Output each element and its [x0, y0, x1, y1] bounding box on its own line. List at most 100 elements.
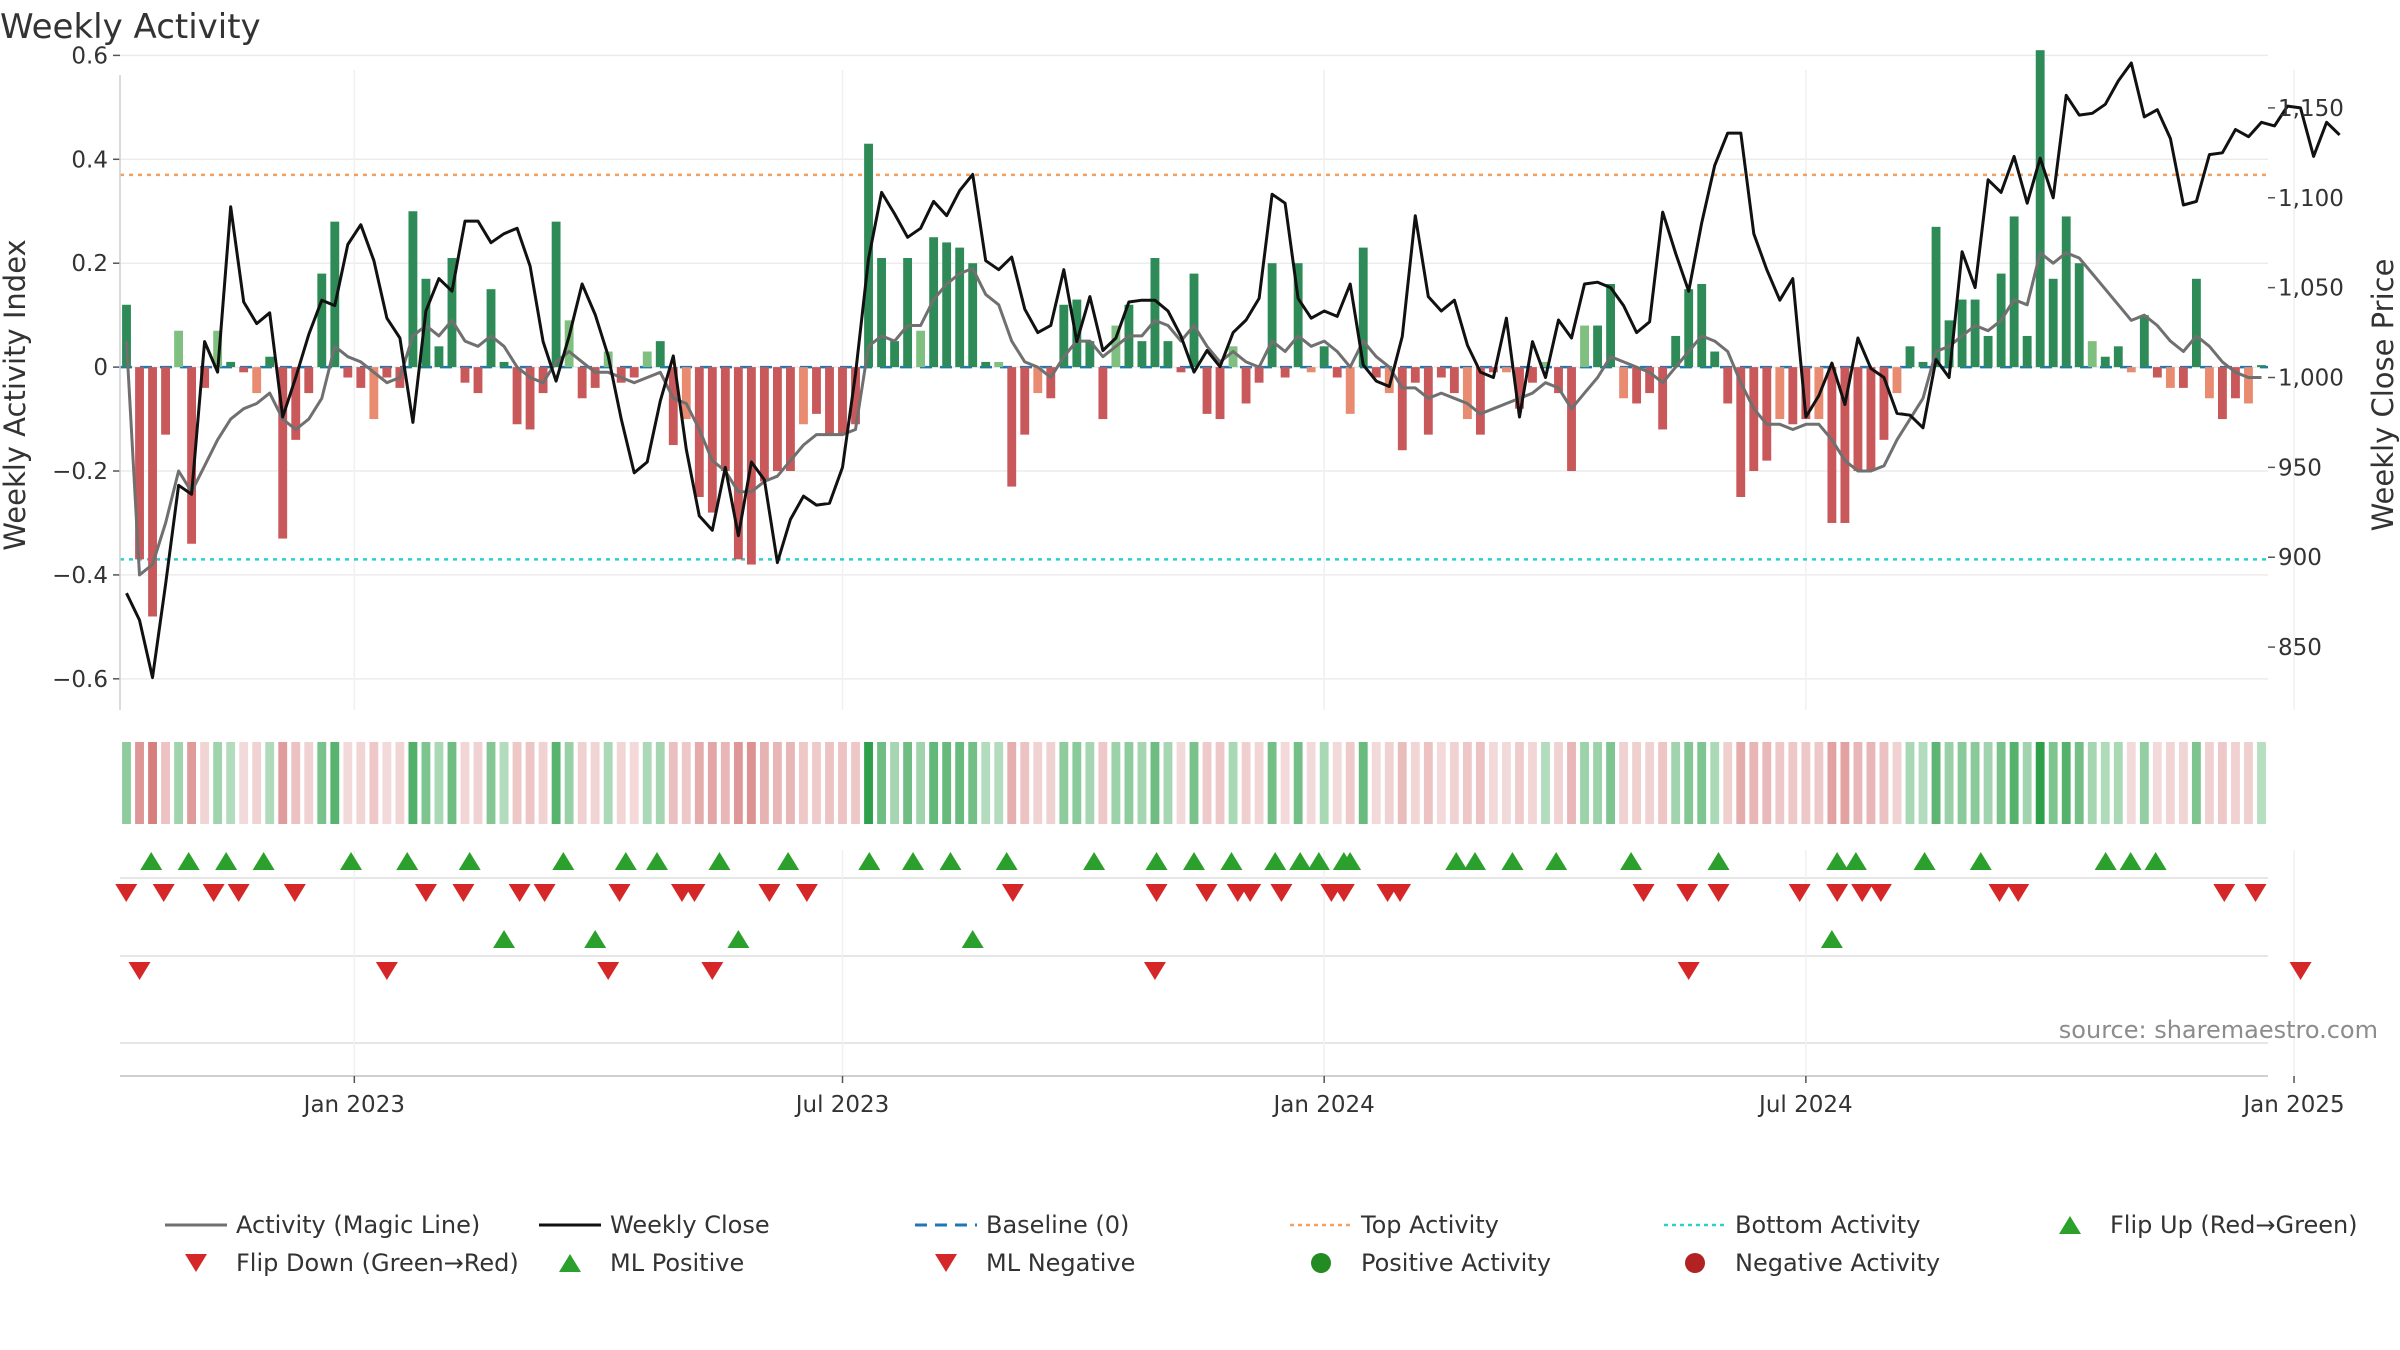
legend-label: Positive Activity — [1361, 1249, 1551, 1277]
activity-bar — [1788, 367, 1798, 425]
legend-swatch — [2059, 1216, 2081, 1234]
activity-bar — [903, 258, 913, 368]
flip-down-marker — [1988, 884, 2011, 902]
activity-bar — [1892, 367, 1902, 394]
activity-bar — [460, 367, 470, 383]
flip-down-marker — [414, 884, 437, 902]
legend-label: ML Negative — [986, 1249, 1135, 1277]
heat-cell — [681, 742, 691, 824]
activity-bar — [1449, 367, 1459, 394]
heat-cell — [903, 742, 913, 824]
flip-up-marker — [1707, 852, 1730, 870]
heat-cell — [252, 742, 262, 824]
flip-up-marker — [177, 852, 200, 870]
activity-bar — [1345, 367, 1355, 414]
flip-up-marker — [1083, 852, 1106, 870]
activity-bar — [1280, 367, 1290, 378]
heat-cell — [981, 742, 991, 824]
activity-bar — [1046, 367, 1056, 399]
activity-bar — [1983, 335, 1993, 368]
heat-cell — [1593, 742, 1602, 824]
activity-bar — [759, 367, 769, 482]
heat-cell — [890, 742, 900, 824]
legend-item: ML Negative — [935, 1249, 1135, 1277]
heat-cell — [2087, 742, 2097, 824]
activity-bar — [1866, 367, 1876, 472]
heat-cell — [1137, 742, 1147, 824]
flip-down-marker — [758, 884, 781, 902]
activity-bar — [681, 367, 691, 420]
activity-bar — [2139, 315, 2149, 368]
activity-bar — [786, 367, 795, 472]
activity-bar — [213, 330, 223, 368]
activity-bar — [851, 367, 860, 425]
heat-cell — [2165, 742, 2175, 824]
activity-bar — [720, 367, 730, 472]
y2-tick-label: 1,050 — [2278, 276, 2344, 302]
flip-up-marker — [1545, 852, 1568, 870]
heat-cell — [2048, 742, 2058, 824]
flip-up-marker — [1307, 852, 1330, 870]
flip-up-marker — [2144, 852, 2167, 870]
flip-up-marker — [1969, 852, 1992, 870]
heat-cell — [356, 742, 366, 824]
activity-bar — [2178, 367, 2188, 388]
heat-cell — [1111, 742, 1121, 824]
heat-cell — [1710, 742, 1720, 824]
activity-bar — [1007, 367, 1017, 487]
legend-item: Positive Activity — [1311, 1249, 1551, 1277]
activity-bar — [473, 367, 483, 394]
activity-bar — [1319, 346, 1329, 368]
activity-bar — [1228, 346, 1238, 368]
activity-bar — [2009, 216, 2019, 368]
heat-cell — [1970, 742, 1980, 824]
heat-cell — [2139, 742, 2149, 824]
heat-cell — [317, 742, 327, 824]
flip-up-marker — [777, 852, 800, 870]
activity-bar — [1658, 367, 1668, 430]
activity-bar — [343, 367, 353, 378]
heat-cell — [1723, 742, 1733, 824]
activity-bar — [2152, 367, 2162, 378]
x-tick-label: Jan 2025 — [2241, 1092, 2344, 1118]
heat-cell — [1788, 742, 1798, 824]
activity-bar — [278, 367, 288, 539]
heat-cell — [1905, 742, 1915, 824]
heat-cell — [447, 742, 457, 824]
activity-bars — [122, 50, 2266, 617]
legend-item: Top Activity — [1290, 1211, 1499, 1239]
activity-bar — [629, 367, 639, 378]
activity-bar — [1957, 299, 1967, 368]
activity-bar — [1970, 299, 1980, 368]
flip-down-marker — [1270, 884, 1293, 902]
flip-down-marker — [683, 884, 706, 902]
legend-swatch — [559, 1254, 581, 1272]
flip-down-marker — [508, 884, 531, 902]
heat-cell — [421, 742, 431, 824]
heat-cell — [1619, 742, 1629, 824]
heat-cell — [1918, 742, 1928, 824]
activity-bar — [135, 367, 144, 560]
heat-cell — [1931, 742, 1941, 824]
flip-up-marker — [458, 852, 481, 870]
heat-cell — [369, 742, 379, 824]
heat-cell — [2009, 742, 2019, 824]
source-note: source: sharemaestro.com — [2059, 1016, 2378, 1044]
activity-bar — [1684, 289, 1694, 368]
flip-down-marker — [1869, 884, 1892, 902]
heat-cell — [226, 742, 236, 824]
flip-down-marker — [452, 884, 475, 902]
y2-tick-label: 950 — [2278, 455, 2322, 481]
heat-cell — [1150, 742, 1160, 824]
ml-negative-marker — [701, 962, 724, 980]
flip-up-marker — [252, 852, 275, 870]
flip-up-marker — [1220, 852, 1243, 870]
activity-bar — [590, 367, 600, 388]
activity-bar — [1488, 367, 1498, 373]
heat-cell — [1033, 742, 1043, 824]
heat-cell — [1671, 742, 1681, 824]
flip-up-marker — [858, 852, 881, 870]
activity-bar — [1475, 367, 1485, 435]
heat-cell — [1020, 742, 1030, 824]
activity-bar — [981, 361, 991, 368]
